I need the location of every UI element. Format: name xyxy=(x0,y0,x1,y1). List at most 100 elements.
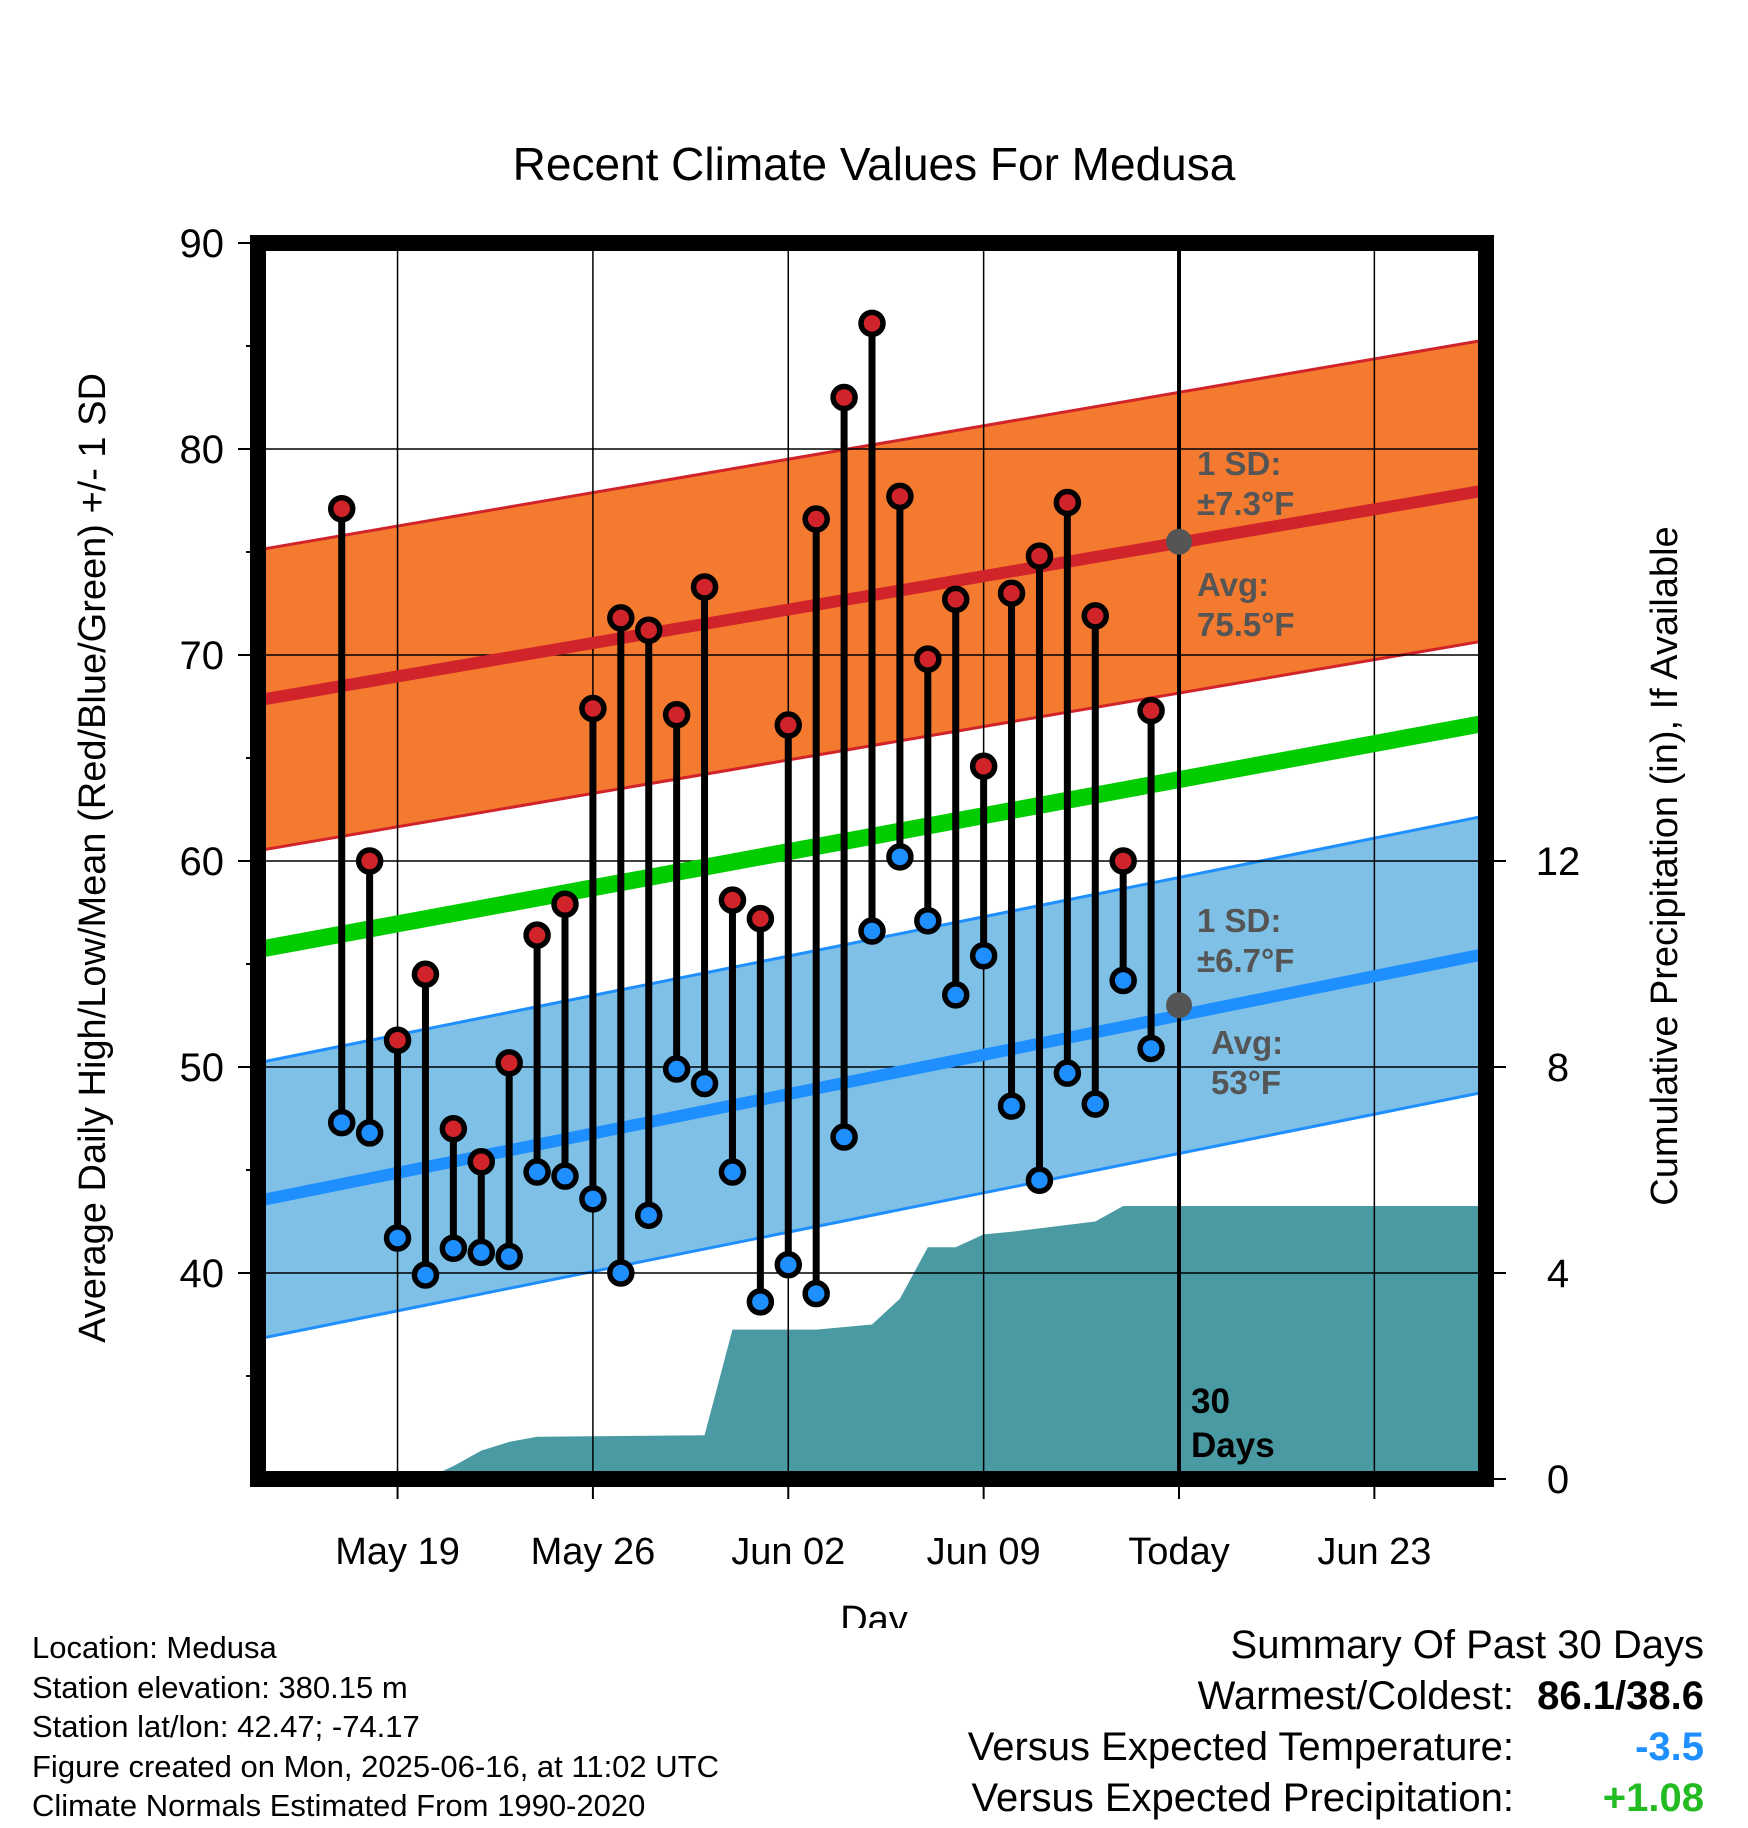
high-sd-annotation-line: 1 SD: xyxy=(1197,445,1281,482)
daily-high-marker xyxy=(1137,696,1165,725)
daily-markers xyxy=(327,309,1165,1316)
y-tick-label: 60 xyxy=(180,840,225,884)
daily-low-marker xyxy=(383,1224,412,1252)
daily-high-marker xyxy=(355,847,384,875)
daily-low-marker xyxy=(467,1238,496,1267)
y2-tick-label: 4 xyxy=(1547,1252,1569,1296)
precip-anomaly-value: +1.08 xyxy=(1602,1776,1704,1820)
daily-low-marker xyxy=(1137,1034,1165,1063)
x-tick-label: Jun 23 xyxy=(1317,1531,1431,1573)
daily-high-marker xyxy=(383,1026,412,1054)
precip-anomaly-label: Versus Expected Precipitation: xyxy=(971,1776,1514,1820)
low-sd-annotation: 1 SD: ±6.7°F xyxy=(1197,902,1294,979)
today-days-annotation: 30 Days xyxy=(1191,1382,1275,1465)
summary-title: Summary Of Past 30 Days xyxy=(1230,1623,1704,1667)
daily-high-marker xyxy=(411,960,440,989)
daily-low-marker xyxy=(327,1108,356,1137)
daily-high-marker xyxy=(1025,542,1054,570)
daily-high-marker xyxy=(662,700,691,729)
daily-low-marker xyxy=(523,1158,551,1186)
high-average-annotation: Avg: 75.5°F xyxy=(1197,566,1295,643)
daily-low-marker xyxy=(718,1158,747,1186)
x-tick-label: May 26 xyxy=(531,1531,656,1573)
daily-range-stems xyxy=(338,323,1155,1302)
low-average-today-marker xyxy=(1166,992,1192,1019)
x-tick-label: Today xyxy=(1128,1531,1229,1573)
y2-axis-label: Cumulative Precipitation (in), If Availa… xyxy=(1644,526,1686,1205)
today-days-word: 30 xyxy=(1191,1382,1230,1421)
low-average-line xyxy=(256,947,1488,1207)
daily-low-marker xyxy=(914,906,942,935)
chart-title: Recent Climate Values For Medusa xyxy=(513,138,1236,190)
daily-low-marker xyxy=(439,1234,468,1263)
daily-high-marker xyxy=(774,711,803,739)
x-axis-label: Day xyxy=(840,1599,908,1628)
daily-low-marker xyxy=(774,1251,803,1279)
daily-high-marker xyxy=(1109,847,1137,875)
daily-high-marker xyxy=(886,482,914,511)
daily-high-marker xyxy=(941,585,970,614)
y2-tick-label: 12 xyxy=(1536,840,1581,884)
daily-low-marker xyxy=(607,1259,635,1287)
x-tick-label: May 19 xyxy=(335,1531,460,1573)
daily-low-marker xyxy=(858,917,886,945)
daily-high-marker xyxy=(830,383,858,412)
y2-tick-label: 0 xyxy=(1547,1458,1569,1502)
daily-low-marker xyxy=(746,1288,775,1316)
daily-low-marker xyxy=(690,1069,719,1098)
normals-text: Climate Normals Estimated From 1990-2020 xyxy=(32,1788,646,1823)
y-tick-label: 70 xyxy=(180,634,225,678)
daily-low-marker xyxy=(941,981,970,1009)
daily-high-marker xyxy=(1053,488,1082,517)
daily-low-marker xyxy=(579,1185,607,1213)
daily-high-marker xyxy=(1081,602,1110,630)
daily-low-marker xyxy=(355,1119,384,1147)
daily-high-marker xyxy=(579,694,607,723)
y-tick-label: 50 xyxy=(180,1046,225,1090)
daily-low-marker xyxy=(830,1123,858,1151)
elevation-text: Station elevation: 380.15 m xyxy=(32,1669,408,1705)
daily-low-marker xyxy=(495,1242,523,1271)
summary-panel: Summary Of Past 30 Days Warmest/Coldest:… xyxy=(968,1620,1704,1824)
x-tick-label: Jun 09 xyxy=(927,1531,1041,1573)
created-text: Figure created on Mon, 2025-06-16, at 11… xyxy=(32,1748,719,1784)
daily-low-marker xyxy=(1109,966,1137,995)
daily-high-marker xyxy=(327,494,356,523)
daily-high-marker xyxy=(523,921,551,949)
daily-high-marker xyxy=(914,645,942,673)
temp-anomaly-label: Versus Expected Temperature: xyxy=(967,1725,1514,1769)
daily-high-marker xyxy=(997,579,1026,607)
latlon-text: Station lat/lon: 42.47; -74.17 xyxy=(32,1709,420,1744)
low-average-annotation-line: Avg: xyxy=(1211,1024,1283,1061)
daily-high-marker xyxy=(467,1148,496,1176)
daily-low-marker xyxy=(1081,1090,1110,1118)
axes: 40 50 60 70 80 90 0 4 8 12 May 19 May 26 Jun 02 Jun 0… xyxy=(180,222,1581,1573)
daily-low-marker xyxy=(634,1201,663,1230)
y-axis-label: Average Daily High/Low/Mean (Red/Blue/Gr… xyxy=(72,373,114,1343)
daily-low-marker xyxy=(969,942,998,970)
y-tick-label: 40 xyxy=(180,1252,225,1296)
low-average-annotation-line: 53°F xyxy=(1211,1064,1281,1101)
y-tick-label: 80 xyxy=(180,428,225,472)
daily-low-marker xyxy=(886,843,914,871)
daily-high-marker xyxy=(969,752,998,780)
temp-anomaly-value: -3.5 xyxy=(1635,1725,1704,1769)
daily-low-marker xyxy=(1053,1059,1082,1087)
warmest-label: Warmest/Coldest: xyxy=(1197,1674,1514,1718)
daily-low-marker xyxy=(1025,1166,1054,1195)
daily-high-marker xyxy=(551,890,579,919)
low-average-annotation: Avg: 53°F xyxy=(1211,1024,1283,1101)
low-sd-lower-edge xyxy=(257,1090,1487,1341)
y-tick-label: 90 xyxy=(180,222,225,266)
high-sd-annotation-line: ±7.3°F xyxy=(1197,485,1294,522)
y2-tick-label: 8 xyxy=(1547,1046,1569,1090)
x-tick-label: Jun 02 xyxy=(731,1531,845,1573)
daily-low-marker xyxy=(997,1092,1026,1120)
high-average-annotation-line: 75.5°F xyxy=(1197,606,1295,643)
daily-high-marker xyxy=(690,573,719,601)
high-sd-annotation: 1 SD: ±7.3°F xyxy=(1197,445,1294,522)
daily-low-marker xyxy=(411,1261,440,1289)
high-average-today-marker xyxy=(1166,528,1192,555)
